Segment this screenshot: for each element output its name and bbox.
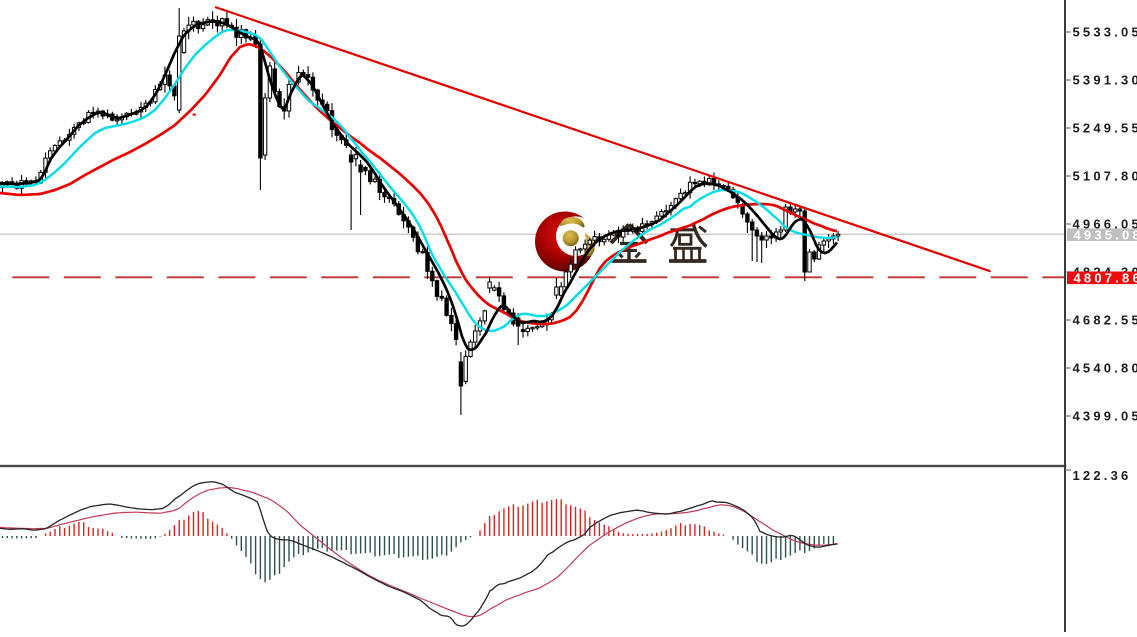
svg-text:5107.80: 5107.80	[1073, 169, 1137, 184]
svg-text:5533.05: 5533.05	[1073, 25, 1137, 40]
svg-text:4935.08: 4935.08	[1074, 227, 1137, 242]
svg-text:4807.86: 4807.86	[1074, 270, 1137, 285]
svg-text:122.36: 122.36	[1073, 468, 1132, 483]
svg-text:4399.05: 4399.05	[1073, 409, 1137, 424]
svg-text:5391.30: 5391.30	[1073, 73, 1137, 88]
svg-text:4540.80: 4540.80	[1073, 361, 1137, 376]
svg-text:5249.55: 5249.55	[1073, 121, 1137, 136]
svg-text:4682.55: 4682.55	[1073, 313, 1137, 328]
